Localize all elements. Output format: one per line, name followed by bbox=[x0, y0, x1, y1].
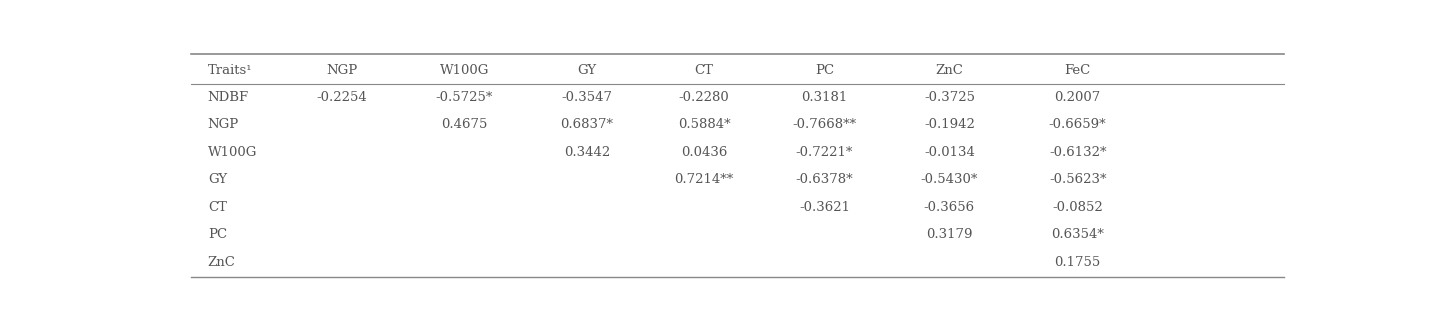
Text: -0.3547: -0.3547 bbox=[561, 91, 613, 104]
Text: -0.0852: -0.0852 bbox=[1052, 201, 1104, 214]
Text: ZnC: ZnC bbox=[207, 256, 236, 269]
Text: -0.7221*: -0.7221* bbox=[796, 146, 853, 159]
Text: 0.0436: 0.0436 bbox=[681, 146, 727, 159]
Text: 0.6354*: 0.6354* bbox=[1052, 228, 1104, 241]
Text: 0.1755: 0.1755 bbox=[1055, 256, 1101, 269]
Text: NDBF: NDBF bbox=[207, 91, 249, 104]
Text: 0.2007: 0.2007 bbox=[1055, 91, 1101, 104]
Text: 0.5884*: 0.5884* bbox=[678, 118, 731, 131]
Text: FeC: FeC bbox=[1065, 64, 1091, 77]
Text: -0.6132*: -0.6132* bbox=[1049, 146, 1107, 159]
Text: 0.3442: 0.3442 bbox=[564, 146, 610, 159]
Text: NGP: NGP bbox=[327, 64, 357, 77]
Text: -0.3621: -0.3621 bbox=[799, 201, 850, 214]
Text: 0.7214**: 0.7214** bbox=[675, 173, 734, 186]
Text: 0.6837*: 0.6837* bbox=[560, 118, 613, 131]
Text: -0.7668**: -0.7668** bbox=[793, 118, 856, 131]
Text: -0.2280: -0.2280 bbox=[679, 91, 730, 104]
Text: W100G: W100G bbox=[439, 64, 489, 77]
Text: -0.3725: -0.3725 bbox=[924, 91, 974, 104]
Text: PC: PC bbox=[814, 64, 835, 77]
Text: -0.0134: -0.0134 bbox=[924, 146, 974, 159]
Text: W100G: W100G bbox=[207, 146, 258, 159]
Text: Traits¹: Traits¹ bbox=[207, 64, 252, 77]
Text: CT: CT bbox=[207, 201, 226, 214]
Text: -0.2254: -0.2254 bbox=[317, 91, 367, 104]
Text: 0.3181: 0.3181 bbox=[802, 91, 848, 104]
Text: NGP: NGP bbox=[207, 118, 239, 131]
Text: 0.4675: 0.4675 bbox=[442, 118, 488, 131]
Text: -0.3656: -0.3656 bbox=[924, 201, 976, 214]
Text: -0.6378*: -0.6378* bbox=[796, 173, 853, 186]
Text: -0.6659*: -0.6659* bbox=[1049, 118, 1107, 131]
Text: GY: GY bbox=[577, 64, 597, 77]
Text: 0.3179: 0.3179 bbox=[927, 228, 973, 241]
Text: -0.5725*: -0.5725* bbox=[436, 91, 494, 104]
Text: PC: PC bbox=[207, 228, 227, 241]
Text: -0.1942: -0.1942 bbox=[924, 118, 974, 131]
Text: ZnC: ZnC bbox=[935, 64, 963, 77]
Text: -0.5430*: -0.5430* bbox=[921, 173, 979, 186]
Text: -0.5623*: -0.5623* bbox=[1049, 173, 1107, 186]
Text: CT: CT bbox=[695, 64, 714, 77]
Text: GY: GY bbox=[207, 173, 227, 186]
